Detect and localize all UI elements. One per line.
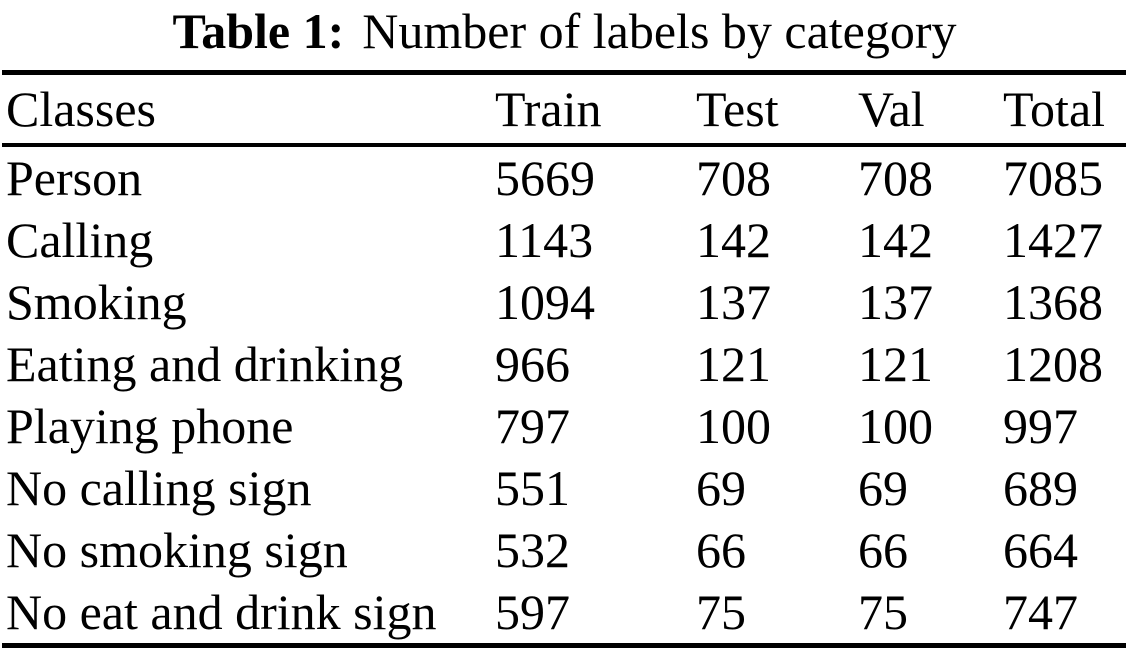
row-label: Calling xyxy=(6,212,154,268)
cell-value: 137 xyxy=(696,274,771,330)
header-cell-classes: Classes xyxy=(2,72,495,147)
cell-value: 7085 xyxy=(1003,150,1103,206)
table-caption-label: Table 1: xyxy=(172,3,345,59)
cell-value: 664 xyxy=(1003,522,1078,578)
header-row: Classes Train Test Val Total xyxy=(2,72,1126,147)
cell-value: 75 xyxy=(858,584,908,640)
header-cell-test: Test xyxy=(696,72,858,147)
cell-value: 121 xyxy=(696,336,771,392)
table-header: Classes Train Test Val Total xyxy=(2,72,1126,147)
cell-value: 532 xyxy=(495,522,570,578)
header-cell-val: Val xyxy=(858,72,1003,147)
table-row: Calling 1143 142 142 1427 xyxy=(2,209,1126,271)
cell-value: 597 xyxy=(495,584,570,640)
table-body: Person 5669 708 708 7085 Calling 1143 14… xyxy=(2,145,1126,646)
table-row: Smoking 1094 137 137 1368 xyxy=(2,271,1126,333)
cell-value: 66 xyxy=(696,522,746,578)
cell-value: 1143 xyxy=(495,212,594,268)
row-label: Person xyxy=(6,150,143,206)
cell-value: 551 xyxy=(495,460,570,516)
row-label: No calling sign xyxy=(6,460,312,516)
header-cell-train: Train xyxy=(495,72,696,147)
cell-value: 747 xyxy=(1003,584,1078,640)
row-label: Smoking xyxy=(6,274,187,330)
cell-value: 142 xyxy=(858,212,933,268)
table-caption-text: Number of labels by category xyxy=(362,3,957,59)
table-row: Eating and drinking 966 121 121 1208 xyxy=(2,333,1126,395)
cell-value: 708 xyxy=(696,150,771,206)
cell-value: 1208 xyxy=(1003,336,1103,392)
cell-value: 75 xyxy=(696,584,746,640)
cell-value: 121 xyxy=(858,336,933,392)
row-label: Eating and drinking xyxy=(6,336,404,392)
cell-value: 142 xyxy=(696,212,771,268)
cell-value: 689 xyxy=(1003,460,1078,516)
header-cell-total: Total xyxy=(1003,72,1126,147)
cell-value: 1427 xyxy=(1003,212,1103,268)
cell-value: 66 xyxy=(858,522,908,578)
cell-value: 100 xyxy=(858,398,933,454)
table-row: No eat and drink sign 597 75 75 747 xyxy=(2,581,1126,646)
table-row: No calling sign 551 69 69 689 xyxy=(2,457,1126,519)
row-label: No eat and drink sign xyxy=(6,584,437,640)
cell-value: 966 xyxy=(495,336,570,392)
cell-value: 100 xyxy=(696,398,771,454)
table-row: No smoking sign 532 66 66 664 xyxy=(2,519,1126,581)
cell-value: 5669 xyxy=(495,150,595,206)
table-caption: Table 1: Number of labels by category xyxy=(0,0,1129,62)
table-row: Playing phone 797 100 100 997 xyxy=(2,395,1126,457)
labels-by-category-table: Classes Train Test Val Total Person 5669… xyxy=(2,70,1126,648)
row-label: No smoking sign xyxy=(6,522,348,578)
cell-value: 69 xyxy=(858,460,908,516)
cell-value: 69 xyxy=(696,460,746,516)
cell-value: 797 xyxy=(495,398,570,454)
cell-value: 997 xyxy=(1003,398,1078,454)
row-label: Playing phone xyxy=(6,398,294,454)
cell-value: 137 xyxy=(858,274,933,330)
cell-value: 1094 xyxy=(495,274,595,330)
cell-value: 708 xyxy=(858,150,933,206)
table-row: Person 5669 708 708 7085 xyxy=(2,145,1126,209)
cell-value: 1368 xyxy=(1003,274,1103,330)
